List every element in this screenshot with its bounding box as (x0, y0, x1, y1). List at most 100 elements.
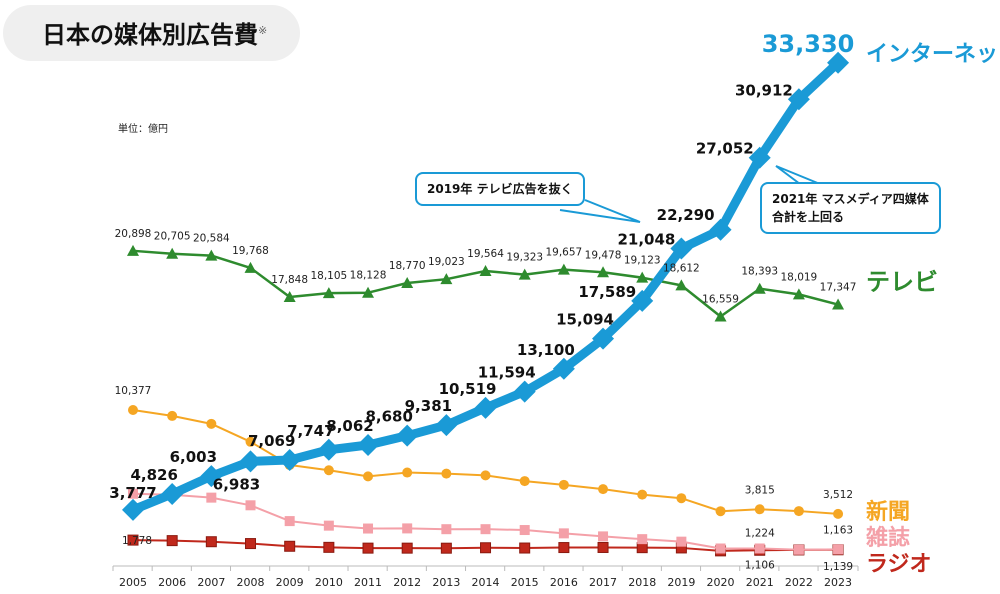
data-label: 4,826 (130, 466, 177, 484)
data-point (474, 396, 497, 419)
series-label-newspaper: 新聞 (866, 500, 911, 525)
data-point (636, 542, 648, 554)
data-point (748, 146, 771, 169)
data-point (709, 218, 732, 241)
data-point (676, 536, 687, 547)
data-point (402, 467, 413, 478)
data-point (206, 418, 217, 429)
x-tick-label: 2017 (589, 576, 617, 589)
data-point (513, 380, 536, 403)
series-line-0 (131, 59, 842, 515)
data-point (670, 237, 693, 260)
data-point (833, 508, 844, 519)
callout-2019: 2019年 テレビ広告を抜く (415, 172, 585, 206)
data-point (598, 484, 609, 495)
data-point (206, 492, 217, 503)
chart-title: 日本の媒体別広告費※ (42, 15, 267, 50)
data-label: 8,680 (365, 408, 412, 426)
data-point (284, 540, 296, 552)
data-point (715, 543, 726, 554)
data-label: 19,323 (506, 252, 543, 264)
data-label: 9,381 (405, 397, 452, 415)
data-label: 3,815 (745, 484, 775, 496)
data-point (245, 436, 256, 447)
data-point (754, 543, 765, 554)
series-label-internet: インターネット (866, 42, 1000, 67)
data-label: 3,777 (109, 484, 156, 502)
data-point (284, 516, 295, 527)
series-label-tv: テレビ (866, 268, 938, 296)
data-label: 1,778 (122, 535, 152, 547)
data-point (597, 541, 609, 553)
data-point (200, 465, 223, 488)
data-point (637, 534, 648, 545)
data-label: 19,768 (232, 245, 269, 257)
data-label: 6,983 (213, 475, 260, 493)
data-label: 11,594 (478, 364, 536, 382)
data-point (205, 536, 217, 548)
data-point (676, 493, 687, 504)
data-point (792, 288, 805, 300)
title-note: ※ (258, 24, 268, 37)
data-point (239, 450, 262, 473)
callout-2019-tail (559, 199, 641, 223)
data-point (283, 290, 296, 302)
data-label: 15,094 (556, 311, 614, 329)
x-tick-label: 2016 (550, 576, 578, 589)
callout-2021: 2021年 マスメディア四媒体 合計を上回る (760, 182, 941, 234)
data-point (631, 289, 654, 312)
data-label: 19,023 (428, 256, 465, 268)
data-point (519, 542, 531, 554)
data-point (278, 449, 301, 472)
data-label: 7,069 (248, 432, 295, 450)
data-point (205, 249, 218, 261)
x-tick-label: 2019 (667, 576, 695, 589)
x-tick-label: 2009 (276, 576, 304, 589)
data-point (518, 268, 531, 280)
data-point (519, 476, 530, 487)
series-label-magazine: 雑誌 (866, 526, 911, 551)
data-label: 3,512 (823, 489, 853, 501)
data-label: 30,912 (735, 81, 793, 99)
data-point (363, 523, 374, 534)
data-label: 19,657 (545, 247, 582, 259)
series-line-3 (132, 492, 839, 551)
data-point (441, 524, 452, 535)
data-point (128, 488, 138, 499)
x-tick-label: 2005 (119, 576, 147, 589)
data-point (557, 263, 570, 275)
x-tick-label: 2012 (393, 576, 421, 589)
data-point (637, 489, 648, 500)
data-label: 13,100 (517, 341, 575, 359)
series-line-1 (132, 249, 839, 318)
data-point (519, 525, 530, 536)
data-point (362, 286, 375, 298)
data-label: 18,393 (741, 266, 778, 278)
x-tick-label: 2013 (432, 576, 460, 589)
data-label: 6,003 (170, 448, 217, 466)
data-label: 1,224 (745, 527, 775, 539)
data-label: 17,589 (578, 283, 636, 301)
data-point (435, 414, 458, 437)
x-tick-label: 2006 (158, 576, 186, 589)
data-point (754, 504, 765, 515)
data-point (440, 542, 452, 554)
data-label: 16,559 (702, 293, 739, 305)
data-point (715, 506, 726, 517)
data-point (597, 266, 610, 278)
data-point (357, 434, 380, 457)
data-point (322, 287, 335, 299)
data-label: 10,377 (115, 385, 152, 397)
data-point (401, 542, 413, 554)
data-label: 18,105 (310, 270, 347, 282)
unit-label: 単位：億円 (118, 124, 168, 135)
data-point (793, 506, 804, 517)
data-point (552, 357, 575, 380)
data-point (480, 542, 492, 554)
data-label: 18,770 (389, 260, 426, 272)
x-tick-label: 2011 (354, 576, 382, 589)
data-point (558, 528, 569, 539)
data-label: 19,123 (624, 255, 661, 267)
data-point (323, 541, 335, 553)
